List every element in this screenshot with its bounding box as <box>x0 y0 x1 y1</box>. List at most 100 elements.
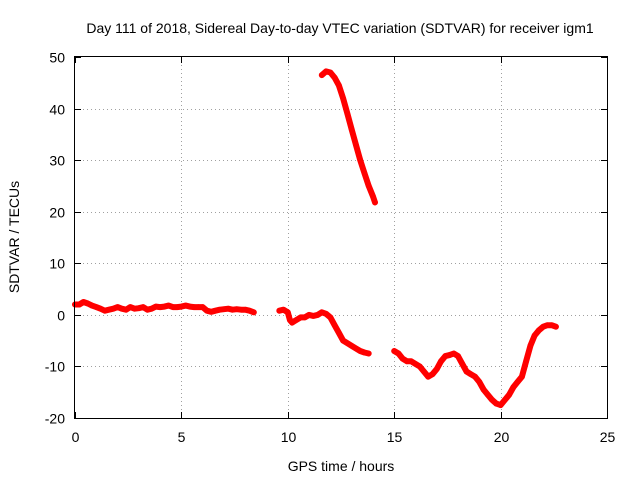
chart-title: Day 111 of 2018, Sidereal Day-to-day VTE… <box>86 20 594 36</box>
data-point <box>191 304 197 310</box>
data-point <box>553 323 559 330</box>
y-tick-label: -20 <box>45 411 65 427</box>
data-point <box>353 345 359 352</box>
x-tick-label: 10 <box>281 429 297 445</box>
data-point <box>365 350 372 357</box>
data-point <box>306 312 312 318</box>
data-point <box>131 305 138 312</box>
data-point <box>468 371 474 378</box>
data-point <box>372 199 378 206</box>
y-tick-labels: -20 -10 0 10 20 30 40 50 <box>45 50 65 427</box>
data-point <box>416 363 423 370</box>
data-point <box>221 306 227 313</box>
x-tick-label: 25 <box>600 429 616 445</box>
data-point <box>348 343 355 349</box>
data-point <box>127 304 134 310</box>
y-axis-label: SDTVAR / TECUs <box>6 181 22 293</box>
data-point <box>293 317 300 323</box>
data-point <box>357 157 364 163</box>
x-tick-label: 20 <box>494 429 510 445</box>
data-point <box>451 350 457 357</box>
data-point <box>80 299 87 305</box>
data-point <box>110 305 117 312</box>
data-point <box>395 350 402 357</box>
data-point <box>421 368 427 375</box>
data-point <box>434 366 440 372</box>
data-point <box>361 170 368 176</box>
data-point <box>157 304 163 310</box>
data-point <box>438 358 444 365</box>
data-point <box>153 303 159 310</box>
data-point <box>323 311 329 317</box>
data-point <box>344 340 351 347</box>
data-point <box>102 307 108 314</box>
data-point <box>370 193 376 199</box>
data-point <box>229 306 236 313</box>
data-point <box>365 183 372 189</box>
data-point <box>76 301 83 308</box>
data-point <box>412 361 419 367</box>
x-tick-label: 5 <box>178 429 186 445</box>
data-point <box>238 306 244 313</box>
data-point <box>289 319 295 326</box>
data-point <box>331 322 338 329</box>
data-point <box>97 305 104 312</box>
data-point <box>353 141 359 148</box>
data-point <box>208 309 214 315</box>
data-point <box>114 304 121 310</box>
plot-frame <box>74 56 608 419</box>
data-point <box>170 304 176 310</box>
data-point <box>178 303 185 310</box>
data-point <box>246 307 253 314</box>
data-point <box>446 352 453 358</box>
data-point <box>195 304 202 310</box>
data-point <box>136 305 142 312</box>
data-point <box>323 68 329 75</box>
data-point <box>485 392 491 398</box>
data-point <box>85 300 91 307</box>
data-point <box>216 306 223 313</box>
y-tick-label: 50 <box>49 50 65 66</box>
data-point <box>319 72 325 78</box>
data-point <box>119 305 125 312</box>
data-point <box>540 323 546 330</box>
data-point <box>251 309 257 316</box>
y-tick-label: 20 <box>49 205 65 221</box>
data-point <box>297 314 304 321</box>
data-point <box>148 305 155 312</box>
data-point <box>93 304 100 310</box>
data-point <box>442 353 449 359</box>
data-point <box>404 358 410 365</box>
data-point <box>319 309 325 316</box>
data-point <box>536 327 542 334</box>
data-point <box>506 392 512 398</box>
data-point <box>489 397 495 403</box>
series-layer <box>72 68 559 409</box>
data-point <box>357 348 364 354</box>
data-point <box>519 373 525 380</box>
data-point <box>302 314 308 321</box>
data-point <box>225 305 231 312</box>
data-point <box>459 361 466 367</box>
data-point <box>510 384 517 390</box>
data-point <box>344 110 351 117</box>
data-point <box>408 358 415 365</box>
y-tick-label: -10 <box>45 359 65 375</box>
data-point <box>399 355 406 362</box>
data-point <box>212 307 219 314</box>
data-point <box>531 332 538 339</box>
data-point <box>493 400 500 407</box>
data-point <box>327 69 334 76</box>
data-point <box>544 322 551 329</box>
data-point <box>144 306 151 313</box>
series-line-segment-3 <box>318 68 378 206</box>
data-point <box>242 306 248 313</box>
data-point <box>527 343 534 349</box>
data-point <box>314 312 321 318</box>
data-point <box>472 373 478 380</box>
data-point <box>199 304 206 310</box>
data-point <box>327 314 334 321</box>
data-point <box>425 373 432 380</box>
